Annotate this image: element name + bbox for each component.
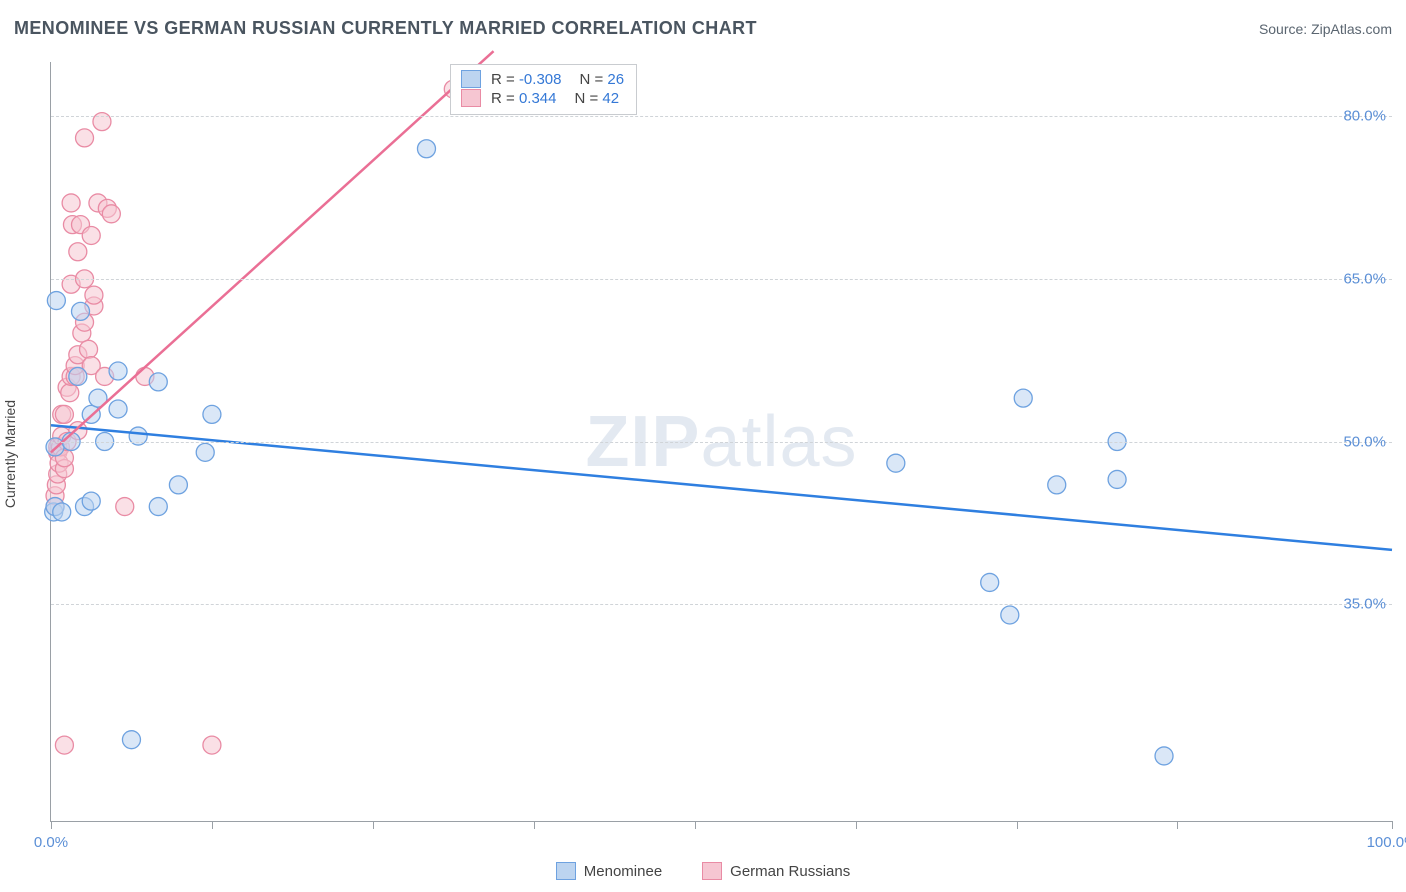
swatch-menominee [556, 862, 576, 880]
legend-item-german-russians: German Russians [702, 862, 850, 880]
plot-area: ZIPatlas 35.0%50.0%65.0%80.0%0.0%100.0% [50, 62, 1392, 822]
stats-german-russians: R = 0.344 N = 42 [491, 90, 619, 107]
source-attribution: Source: ZipAtlas.com [1259, 21, 1392, 37]
legend-label-german-russians: German Russians [730, 863, 850, 880]
grid-line [51, 116, 1392, 117]
title-row: MENOMINEE VS GERMAN RUSSIAN CURRENTLY MA… [14, 18, 1392, 39]
correlation-row-german-russians: R = 0.344 N = 42 [461, 89, 624, 107]
r-label: R = [491, 71, 519, 88]
n-value-menominee: 26 [607, 71, 624, 88]
n-value-german-russians: 42 [602, 90, 619, 107]
series-legend: Menominee German Russians [0, 862, 1406, 880]
grid-line [51, 442, 1392, 443]
x-tick-label: 0.0% [34, 834, 68, 851]
n-label: N = [574, 90, 602, 107]
correlation-legend: R = -0.308 N = 26 R = 0.344 N = 42 [450, 64, 637, 115]
x-tick-label: 100.0% [1367, 834, 1406, 851]
x-tick [373, 821, 374, 829]
x-tick [212, 821, 213, 829]
r-value-german-russians: 0.344 [519, 90, 557, 107]
r-value-menominee: -0.308 [519, 71, 562, 88]
y-tick-label: 50.0% [1343, 433, 1392, 450]
grid-line [51, 279, 1392, 280]
y-tick-label: 65.0% [1343, 270, 1392, 287]
correlation-row-menominee: R = -0.308 N = 26 [461, 70, 624, 88]
chart-container: MENOMINEE VS GERMAN RUSSIAN CURRENTLY MA… [0, 0, 1406, 892]
r-label: R = [491, 90, 519, 107]
n-label: N = [579, 71, 607, 88]
x-tick [534, 821, 535, 829]
legend-label-menominee: Menominee [584, 863, 662, 880]
x-tick [1392, 821, 1393, 829]
trend-line [51, 425, 1392, 550]
swatch-menominee [461, 70, 481, 88]
y-axis-label: Currently Married [2, 400, 18, 508]
stats-menominee: R = -0.308 N = 26 [491, 71, 624, 88]
x-tick [856, 821, 857, 829]
x-tick [695, 821, 696, 829]
x-tick [1177, 821, 1178, 829]
grid-line [51, 604, 1392, 605]
y-tick-label: 35.0% [1343, 596, 1392, 613]
trend-line [51, 51, 494, 452]
x-tick [51, 821, 52, 829]
swatch-german-russians [461, 89, 481, 107]
legend-item-menominee: Menominee [556, 862, 662, 880]
chart-title: MENOMINEE VS GERMAN RUSSIAN CURRENTLY MA… [14, 18, 757, 39]
x-tick [1017, 821, 1018, 829]
swatch-german-russians [702, 862, 722, 880]
y-tick-label: 80.0% [1343, 108, 1392, 125]
